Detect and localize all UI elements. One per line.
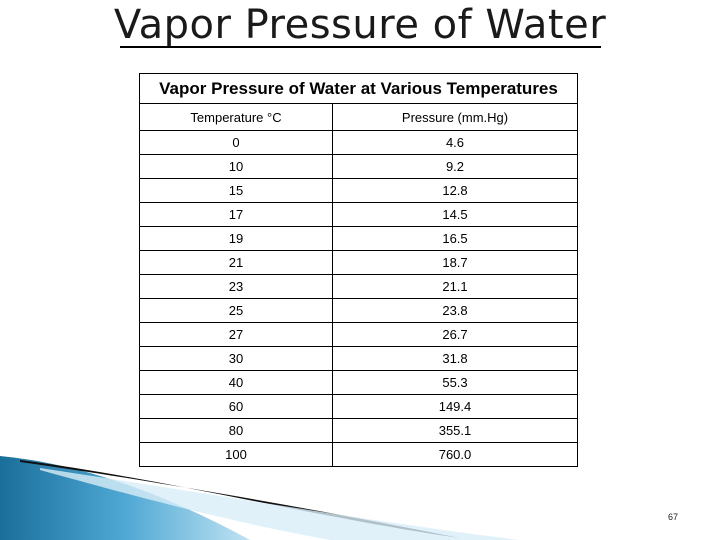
table-row: 23 21.1 <box>140 274 577 299</box>
column-header-temperature: Temperature °C <box>140 104 333 131</box>
table-row: 27 26.7 <box>140 322 577 347</box>
temperature-cell: 60 <box>140 394 333 419</box>
temperature-cell: 40 <box>140 370 333 395</box>
temperature-cell: 17 <box>140 202 333 227</box>
pressure-cell: 14.5 <box>332 202 577 227</box>
pressure-cell: 31.8 <box>332 346 577 371</box>
pressure-cell: 21.1 <box>332 274 577 299</box>
table-row: 21 18.7 <box>140 250 577 275</box>
temperature-cell: 23 <box>140 274 333 299</box>
table-row: 80 355.1 <box>140 418 577 443</box>
pressure-cell: 55.3 <box>332 370 577 395</box>
data-table: Temperature °C Pressure (mm.Hg) 0 4.6 10 9.… <box>140 104 577 466</box>
table-row: 25 23.8 <box>140 298 577 323</box>
temperature-cell: 0 <box>140 130 333 155</box>
table-row: 10 9.2 <box>140 154 577 179</box>
temperature-cell: 100 <box>140 442 333 466</box>
temperature-cell: 15 <box>140 178 333 203</box>
pressure-cell: 355.1 <box>332 418 577 443</box>
pressure-cell: 23.8 <box>332 298 577 323</box>
table-row: 15 12.8 <box>140 178 577 203</box>
temperature-cell: 19 <box>140 226 333 251</box>
table-caption: Vapor Pressure of Water at Various Tempe… <box>140 74 577 104</box>
table-row: 100 760.0 <box>140 442 577 466</box>
header-row: Temperature °C Pressure (mm.Hg) <box>140 104 577 131</box>
page-number: 67 <box>667 512 678 522</box>
column-header-pressure: Pressure (mm.Hg) <box>401 109 509 125</box>
temperature-cell: 21 <box>140 250 333 275</box>
pressure-cell: 12.8 <box>332 178 577 203</box>
title-underline <box>120 46 601 48</box>
table-row: 40 55.3 <box>140 370 577 395</box>
pressure-cell: 4.6 <box>332 130 577 155</box>
decorative-swoosh <box>0 456 520 540</box>
pressure-cell: 26.7 <box>332 322 577 347</box>
pressure-cell: 16.5 <box>332 226 577 251</box>
temperature-cell: 30 <box>140 346 333 371</box>
temperature-cell: 10 <box>140 154 333 179</box>
table-row: 17 14.5 <box>140 202 577 227</box>
pressure-cell: 9.2 <box>332 154 577 179</box>
pressure-cell: 149.4 <box>332 394 577 419</box>
table-row: 19 16.5 <box>140 226 577 251</box>
temperature-cell: 25 <box>140 298 333 323</box>
pressure-cell: 760.0 <box>332 442 577 466</box>
temperature-cell: 80 <box>140 418 333 443</box>
table-row: 60 149.4 <box>140 394 577 419</box>
vapor-pressure-table: Vapor Pressure of Water at Various Tempe… <box>139 73 578 467</box>
temperature-cell: 27 <box>140 322 333 347</box>
table-row: 0 4.6 <box>140 130 577 155</box>
table-body: 0 4.6 10 9.2 15 12.8 17 14.5 19 16.5 21 18.7 23 21.1 2… <box>140 130 577 466</box>
pressure-cell: 18.7 <box>332 250 577 275</box>
table-row: 30 31.8 <box>140 346 577 371</box>
slide-title: Vapor Pressure of Water <box>113 2 607 48</box>
